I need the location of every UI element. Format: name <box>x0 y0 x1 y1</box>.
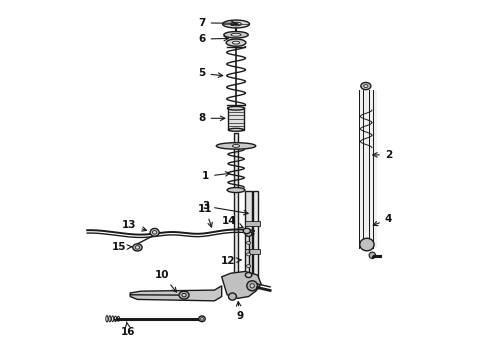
Text: 2: 2 <box>373 150 392 160</box>
Ellipse shape <box>364 85 368 87</box>
Ellipse shape <box>150 228 159 236</box>
Text: 8: 8 <box>198 113 225 123</box>
Text: 7: 7 <box>198 18 236 28</box>
Ellipse shape <box>369 252 375 258</box>
Ellipse shape <box>228 129 244 131</box>
Text: 4: 4 <box>373 215 392 226</box>
Ellipse shape <box>361 82 371 90</box>
Ellipse shape <box>360 238 374 251</box>
Text: 6: 6 <box>198 34 228 44</box>
Ellipse shape <box>227 188 245 193</box>
Bar <box>253 191 258 288</box>
Ellipse shape <box>135 246 140 249</box>
Text: 9: 9 <box>236 302 243 321</box>
Ellipse shape <box>182 293 186 297</box>
Ellipse shape <box>222 20 249 28</box>
Bar <box>245 191 252 288</box>
Ellipse shape <box>152 230 157 234</box>
Ellipse shape <box>245 231 252 236</box>
Text: 15: 15 <box>112 242 132 252</box>
Ellipse shape <box>232 144 240 147</box>
Ellipse shape <box>200 318 203 320</box>
Polygon shape <box>130 286 221 301</box>
Text: 13: 13 <box>122 220 147 231</box>
Text: 10: 10 <box>155 270 176 292</box>
Bar <box>245 221 260 226</box>
Ellipse shape <box>232 41 240 44</box>
Ellipse shape <box>226 39 246 46</box>
Ellipse shape <box>228 293 236 300</box>
Text: 11: 11 <box>198 204 213 227</box>
Text: 5: 5 <box>198 68 223 78</box>
Text: 1: 1 <box>202 171 230 181</box>
Ellipse shape <box>133 244 142 251</box>
Text: 12: 12 <box>220 256 241 266</box>
Ellipse shape <box>246 265 251 267</box>
Ellipse shape <box>234 23 238 25</box>
Ellipse shape <box>179 291 189 299</box>
Bar <box>245 249 260 254</box>
Ellipse shape <box>224 32 248 38</box>
Polygon shape <box>359 90 377 248</box>
Bar <box>234 134 238 280</box>
Ellipse shape <box>247 281 258 291</box>
Polygon shape <box>228 108 244 130</box>
Polygon shape <box>221 271 261 298</box>
Ellipse shape <box>250 284 254 288</box>
Text: 14: 14 <box>221 216 243 228</box>
Ellipse shape <box>243 228 250 234</box>
Ellipse shape <box>246 253 251 256</box>
Ellipse shape <box>216 143 256 149</box>
Ellipse shape <box>227 107 245 110</box>
Ellipse shape <box>231 22 242 26</box>
Text: 16: 16 <box>121 322 136 337</box>
Text: 3: 3 <box>202 201 248 215</box>
Ellipse shape <box>246 241 251 244</box>
Ellipse shape <box>231 33 241 36</box>
Ellipse shape <box>245 273 252 278</box>
Ellipse shape <box>199 316 205 321</box>
